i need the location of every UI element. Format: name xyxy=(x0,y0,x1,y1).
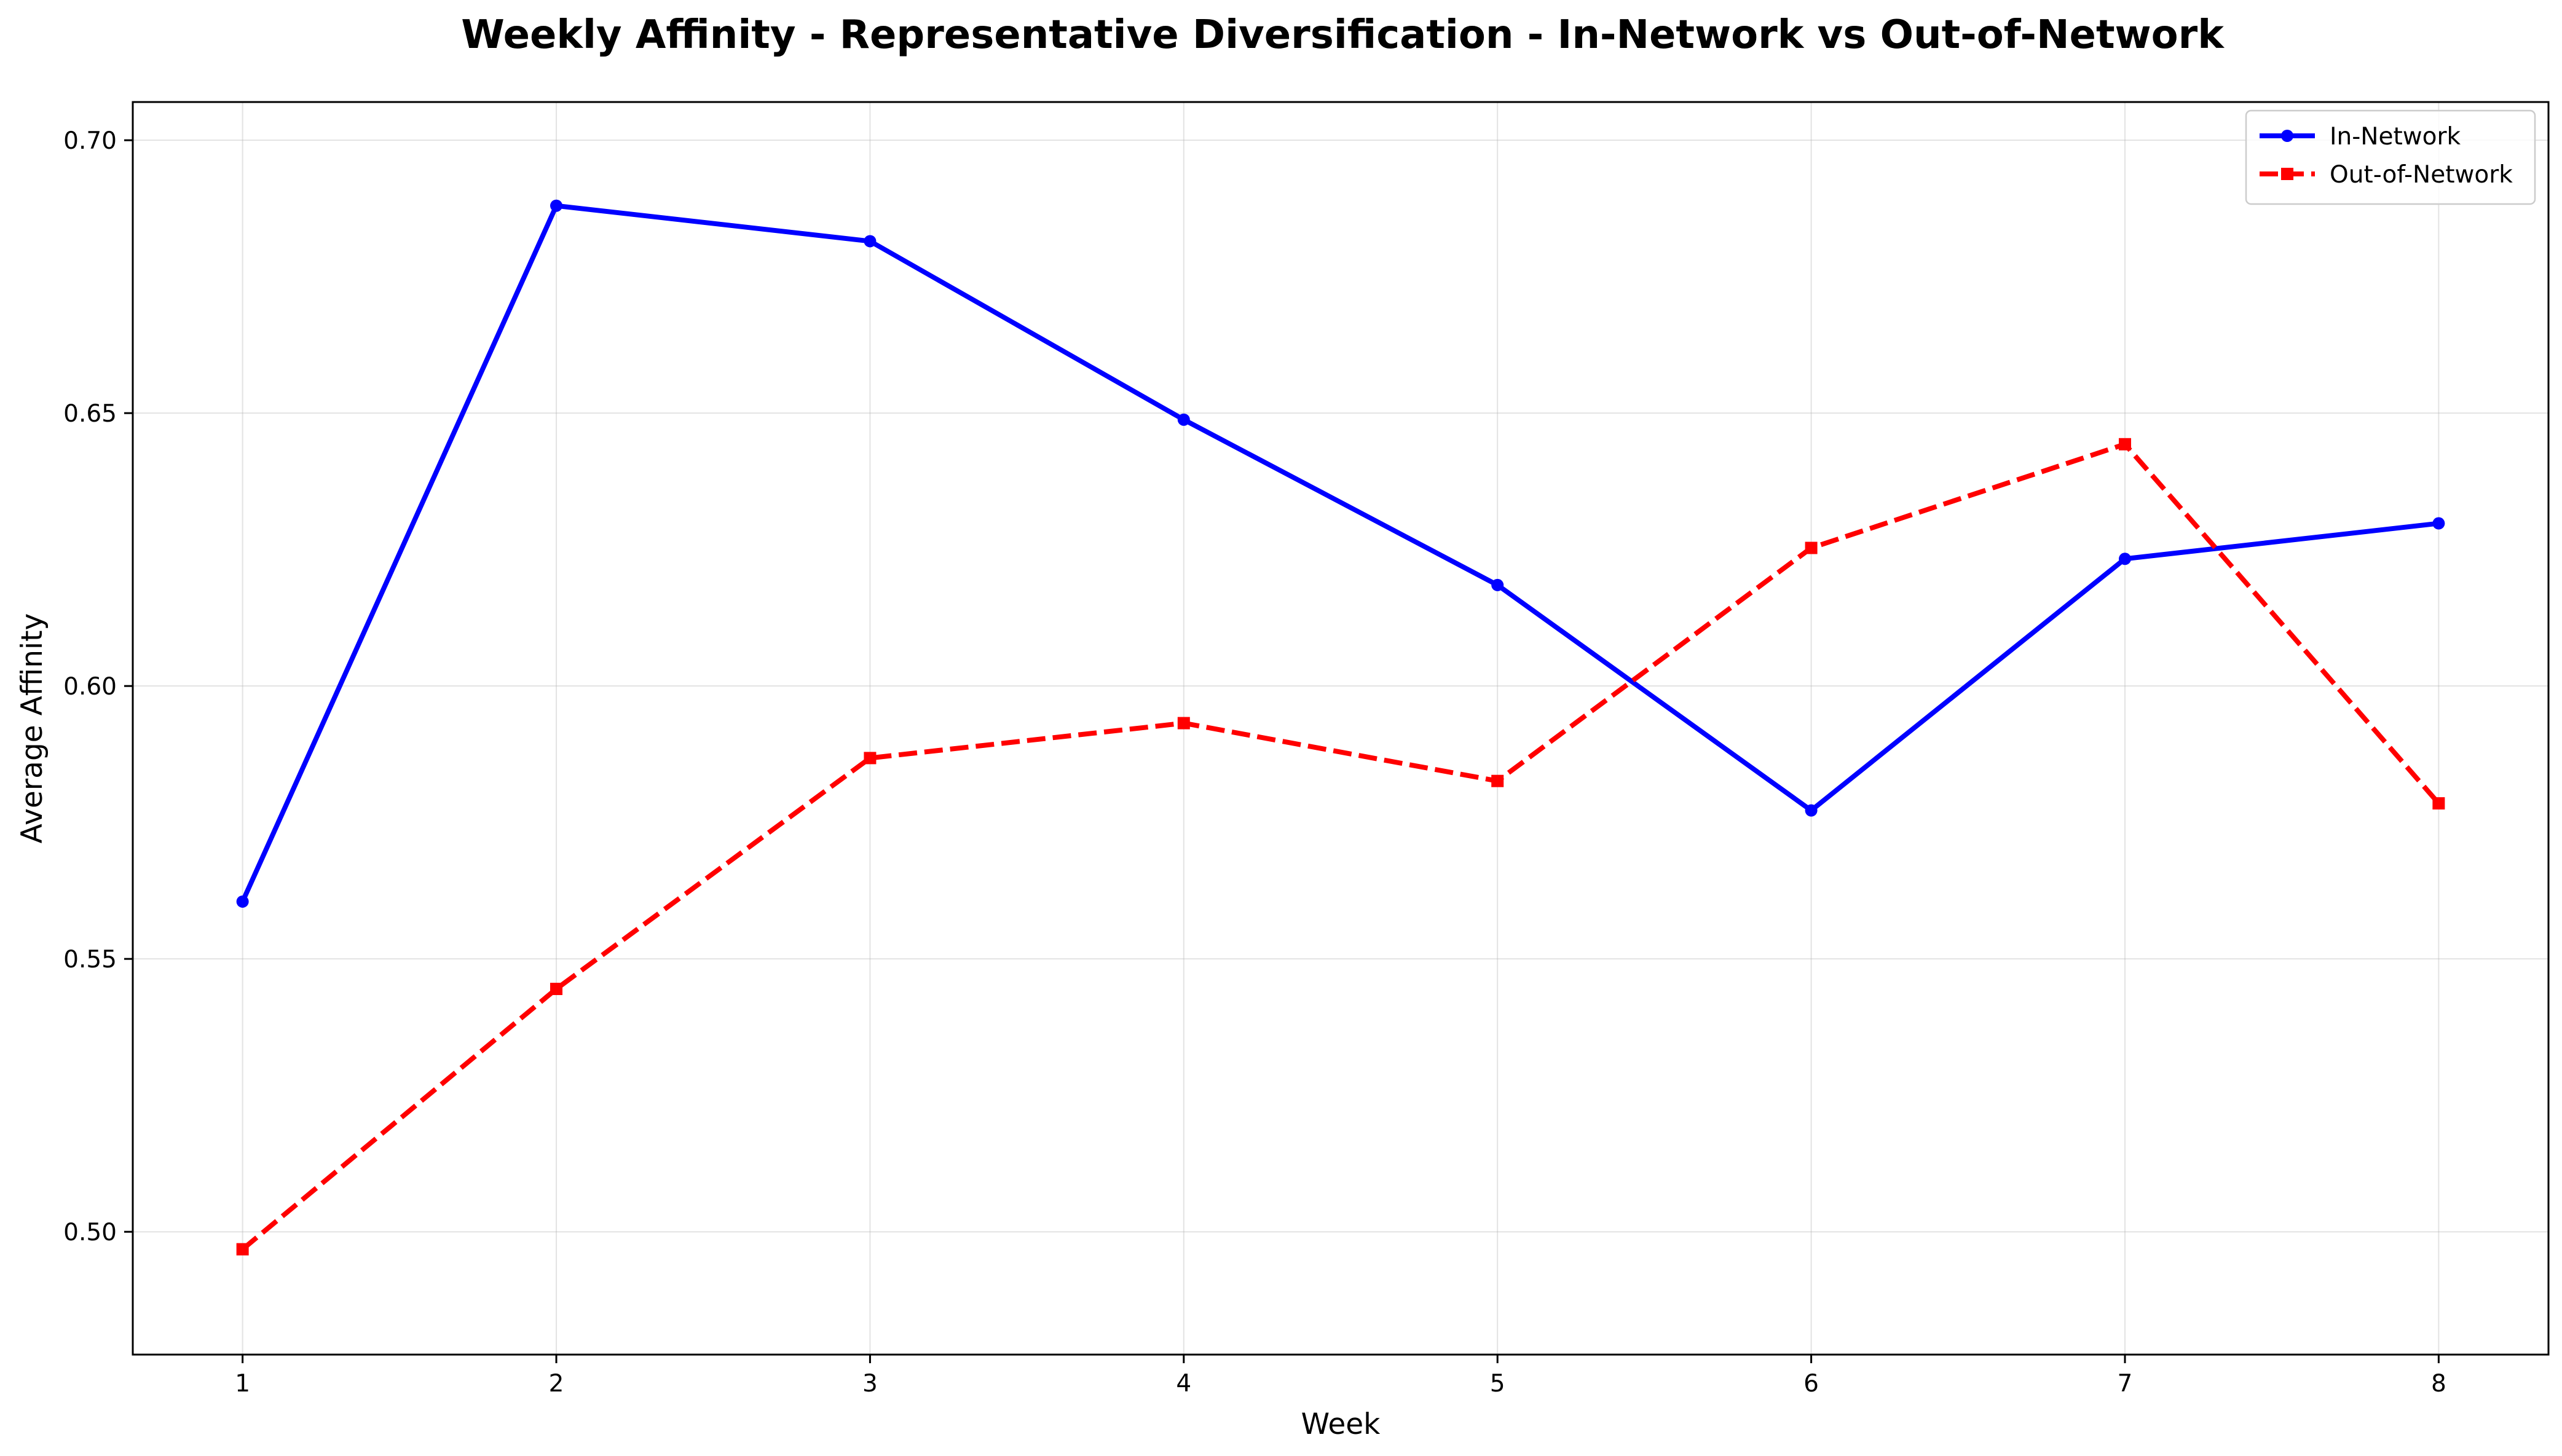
data-point-out-of-network xyxy=(1491,774,1504,787)
axis-ticks: 1 2 3 4 5 6 7 8 0.50 0.55 0.60 0.65 0.70 xyxy=(63,127,2446,1398)
plot-series xyxy=(236,199,2445,1256)
legend-marker-out-of-network xyxy=(2281,168,2293,180)
x-tick-label: 1 xyxy=(235,1370,250,1398)
data-point-in-network xyxy=(2118,553,2131,565)
y-tick-label: 0.70 xyxy=(63,127,117,155)
data-point-in-network xyxy=(864,235,877,248)
data-point-in-network xyxy=(1805,804,1818,817)
legend-marker-in-network xyxy=(2281,130,2293,142)
y-tick-label: 0.55 xyxy=(63,946,117,974)
legend-label-out-of-network: Out-of-Network xyxy=(2330,161,2513,189)
chart-title: Weekly Affinity - Representative Diversi… xyxy=(461,12,2225,58)
data-point-out-of-network xyxy=(864,752,877,765)
x-axis-label: Week xyxy=(1301,1407,1381,1441)
data-point-out-of-network xyxy=(2432,797,2445,810)
data-point-out-of-network xyxy=(1177,717,1190,730)
x-tick-label: 6 xyxy=(1803,1370,1819,1398)
data-point-out-of-network xyxy=(1805,541,1818,554)
data-point-in-network xyxy=(2432,517,2445,530)
y-tick-label: 0.50 xyxy=(63,1219,117,1246)
data-point-in-network xyxy=(1177,413,1190,426)
x-tick-label: 7 xyxy=(2118,1370,2133,1398)
series-line-out-of-network xyxy=(241,441,2441,1251)
x-tick-label: 3 xyxy=(862,1370,878,1398)
data-point-in-network xyxy=(1491,578,1504,591)
series-line-in-network xyxy=(240,203,2439,903)
y-axis-label: Average Affinity xyxy=(15,613,49,844)
x-tick-label: 8 xyxy=(2431,1370,2446,1398)
data-point-in-network xyxy=(236,895,249,908)
data-point-out-of-network xyxy=(550,983,563,996)
x-tick-label: 5 xyxy=(1490,1370,1505,1398)
grid-lines xyxy=(133,102,2548,1355)
legend-label-in-network: In-Network xyxy=(2330,123,2461,151)
data-point-out-of-network xyxy=(2118,438,2131,451)
y-tick-label: 0.60 xyxy=(63,673,117,701)
x-tick-label: 2 xyxy=(549,1370,564,1398)
legend-box xyxy=(2245,109,2536,205)
data-point-in-network xyxy=(550,199,563,212)
legend: In-Network Out-of-Network xyxy=(2245,109,2536,205)
data-point-out-of-network xyxy=(236,1243,249,1256)
x-tick-label: 4 xyxy=(1176,1370,1191,1398)
y-tick-label: 0.65 xyxy=(63,400,117,428)
plot-frame xyxy=(132,101,2550,1356)
